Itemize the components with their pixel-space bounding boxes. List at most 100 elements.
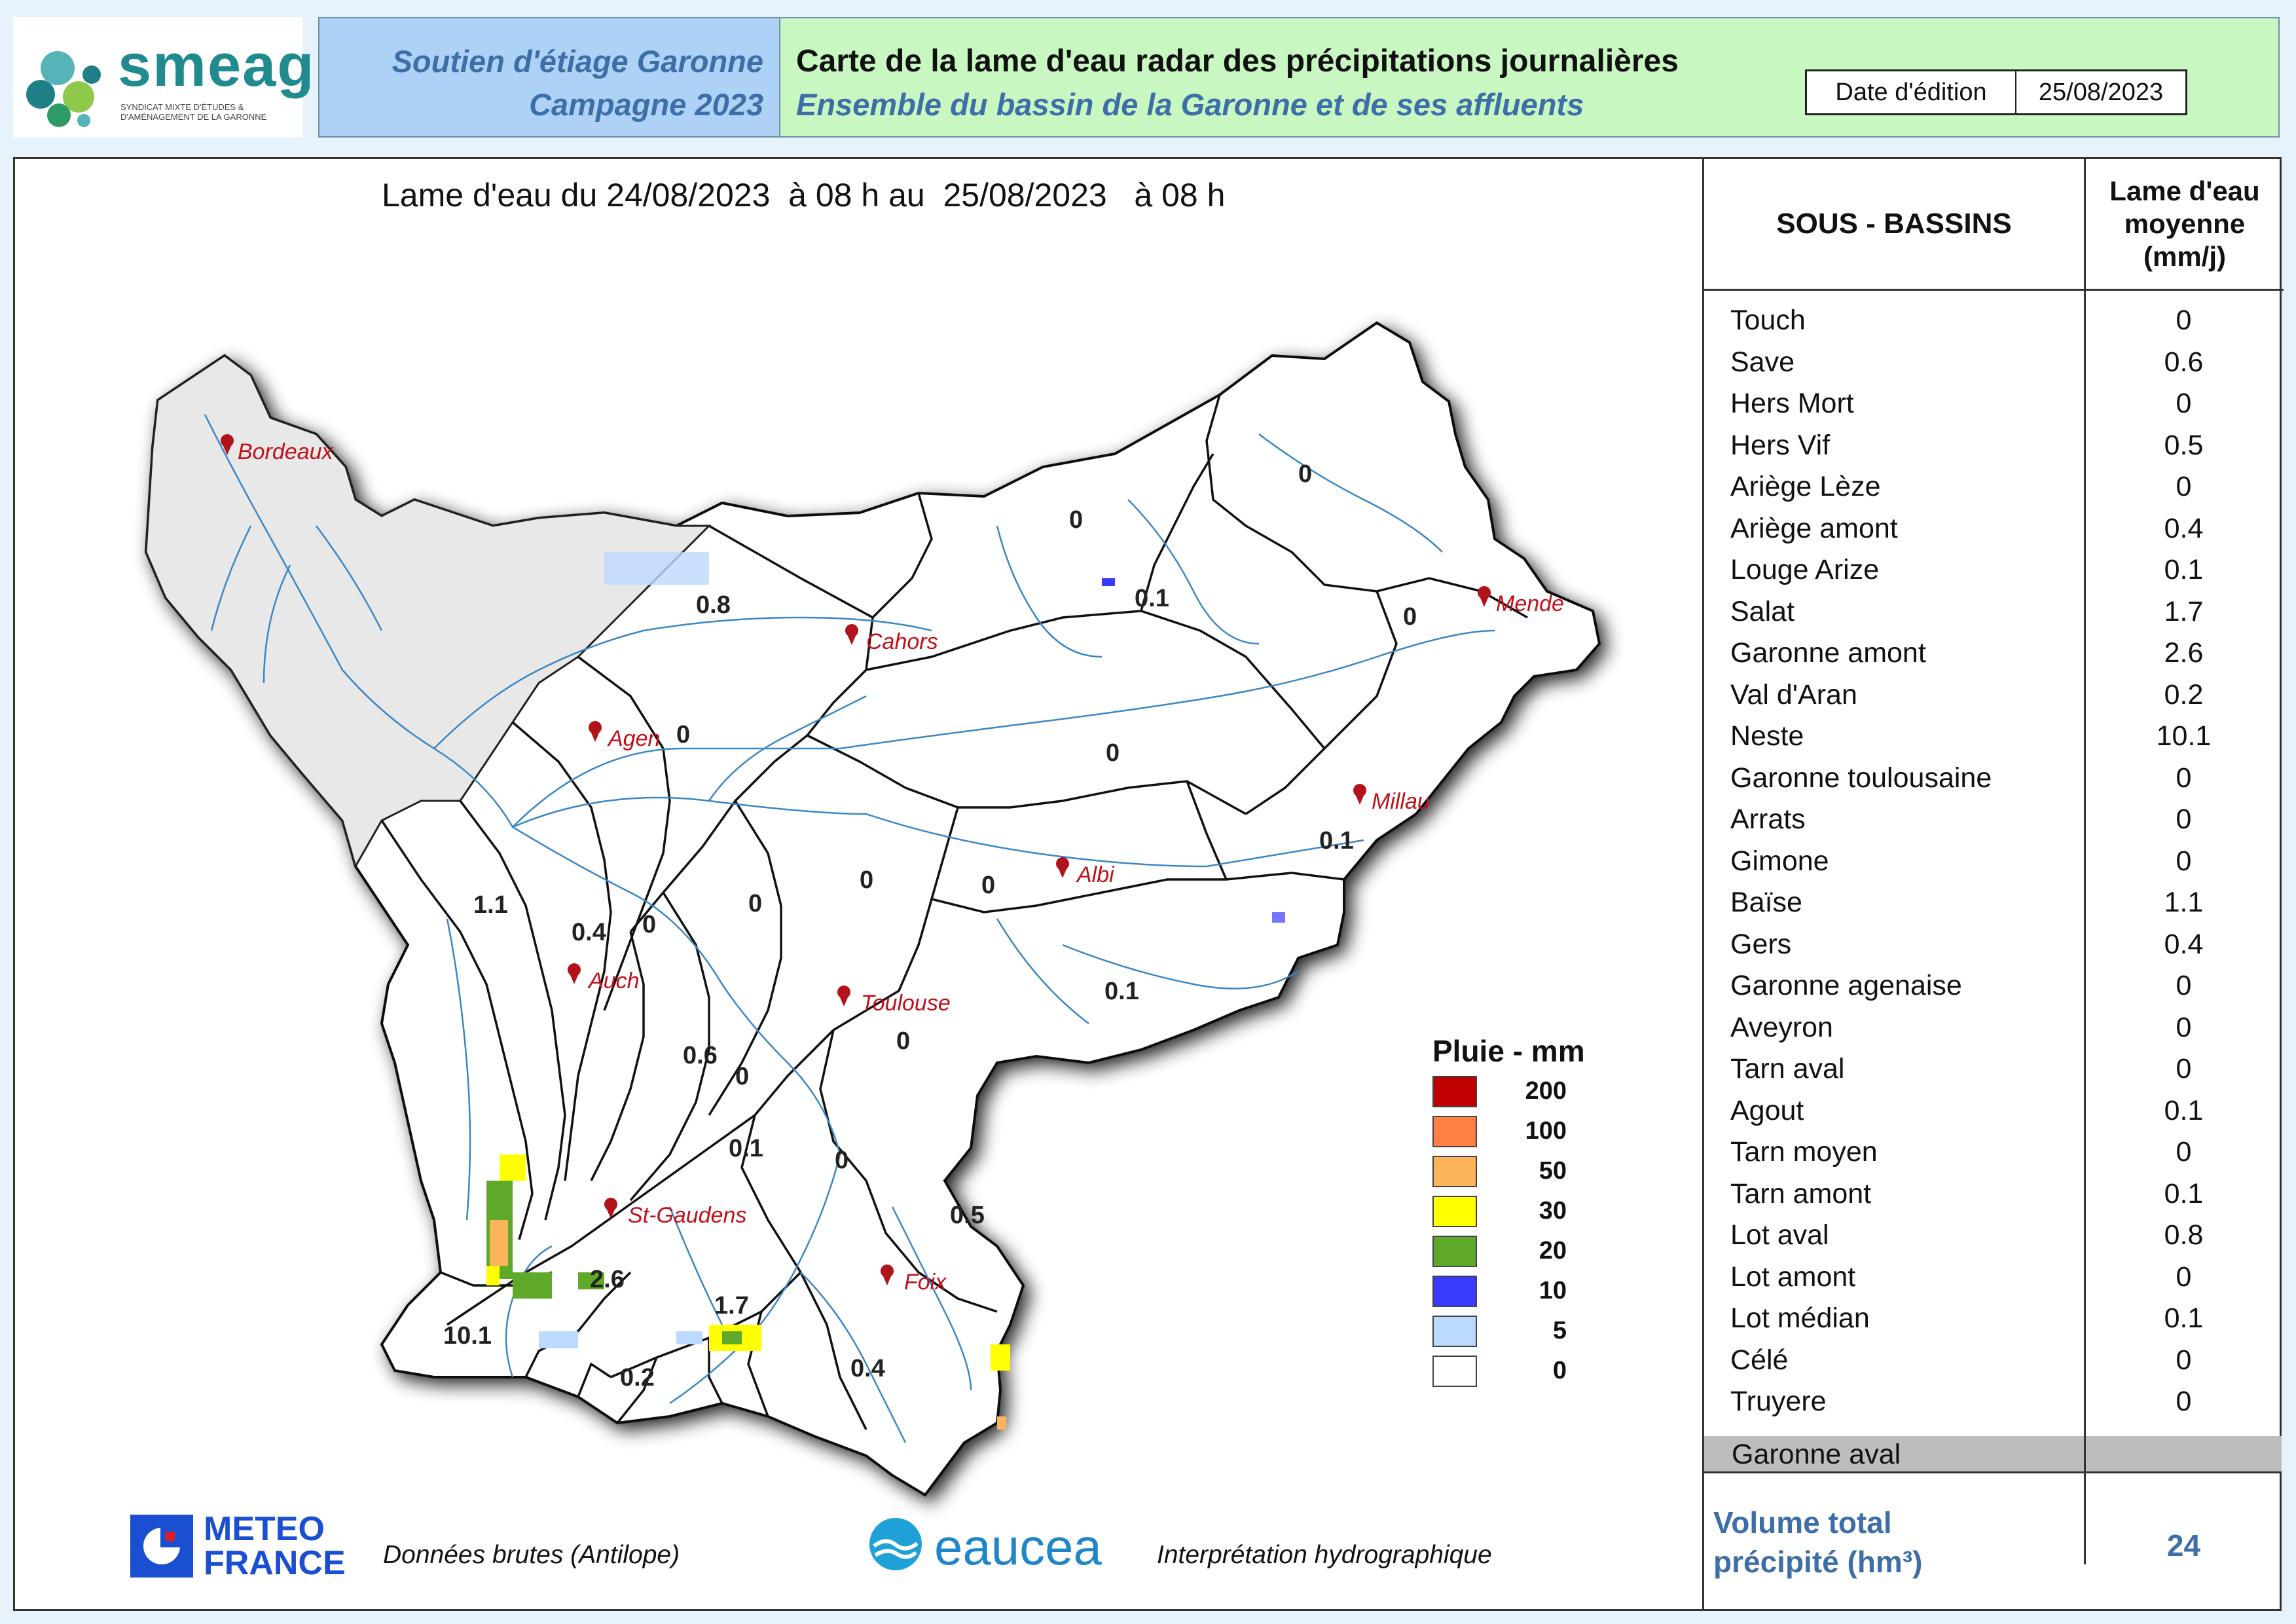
table-header-value-line: Lame d'eau	[2109, 175, 2260, 206]
table-row-name: Tarn aval	[1730, 1053, 1845, 1084]
table-row-name: Gers	[1730, 928, 1792, 960]
basin-value-touch: 0	[735, 1063, 750, 1090]
table-row-value: 0.8	[2164, 1219, 2204, 1251]
table-row-value: 0.5	[2164, 429, 2204, 461]
table-row-value: 0	[2176, 1011, 2192, 1043]
table-row-name: Agout	[1730, 1094, 1804, 1126]
table-row-name: Célé	[1730, 1344, 1789, 1376]
table-row-name: Val d'Aran	[1730, 678, 1857, 710]
city-label-foix: Foix	[904, 1270, 947, 1295]
basin-value-cele: 0	[1403, 603, 1417, 631]
map-pin-icon	[604, 1198, 617, 1219]
basin-value-tarn-moyen: 0	[981, 872, 996, 899]
table-row-name: Aveyron	[1730, 1011, 1833, 1043]
legend-label: 200	[1525, 1077, 1567, 1105]
table-row-value: 0.4	[2164, 928, 2204, 960]
basin-value-garonne-toulousaine: 0	[896, 1027, 911, 1055]
table-row-name: Arrats	[1730, 803, 1806, 835]
basin-value-agout: 0.1	[1104, 978, 1139, 1005]
basin-value-baise: 1.1	[473, 891, 508, 919]
basin-value-gers: 0.4	[572, 919, 606, 946]
garonne-aval-area	[145, 354, 712, 869]
table-row-name: Hers Vif	[1730, 429, 1831, 461]
table-row-name: Garonne toulousaine	[1730, 762, 1992, 794]
city-label-st-gaudens: St-Gaudens	[628, 1203, 747, 1228]
basin-value-truyere: 0	[1298, 460, 1313, 488]
table-row-name: Louge Arize	[1730, 554, 1880, 585]
legend-swatch	[1432, 1236, 1477, 1267]
table-row-value: 1.1	[2164, 887, 2204, 918]
map-pin-icon	[1055, 857, 1069, 878]
map-pin-icon	[837, 986, 850, 1006]
legend-swatch	[1432, 1356, 1477, 1387]
table-row-value: 0	[2176, 1136, 2192, 1168]
legend-label: 20	[1539, 1237, 1567, 1264]
smeag-logo-mark	[26, 51, 101, 127]
table-header-value-line: moyenne	[2124, 208, 2246, 239]
table-row-value: 0	[2176, 845, 2192, 877]
total-volume-label-line: Volume total	[1713, 1505, 1892, 1540]
table-row-name: Ariège amont	[1730, 512, 1898, 544]
total-volume-label-line: précipité (hm³)	[1713, 1545, 1923, 1579]
total-volume-label: Volume total précipité (hm³)	[1713, 1503, 1922, 1581]
basin-value-hers-vif: 0.5	[950, 1202, 985, 1229]
legend-title: Pluie - mm	[1432, 1034, 1585, 1068]
basin-value-lot-aval: 0.8	[696, 591, 731, 619]
table-row-value: 0	[2176, 304, 2192, 336]
basin-value-val-daran: 0.2	[620, 1364, 655, 1392]
table-row-value: 1.7	[2164, 595, 2204, 627]
legend-swatch	[1432, 1316, 1477, 1347]
table-row-name: Tarn moyen	[1730, 1136, 1878, 1168]
edition-date-box: Date d'édition 25/08/2023	[1805, 69, 2187, 115]
table-row-value: 0.1	[2164, 1177, 2204, 1209]
legend-label: 10	[1539, 1277, 1567, 1304]
basin-map	[144, 321, 1601, 1497]
smeag-logo-subtitle: SYNDICAT MIXTE D'ÉTUDES & D'AMÉNAGEMENT …	[120, 102, 267, 122]
table-row-value: 10.1	[2156, 720, 2212, 752]
city-label-millau: Millau	[1372, 789, 1430, 814]
eaucea-wordmark: eaucea	[934, 1518, 1102, 1576]
table-row-value: 0.2	[2164, 678, 2204, 710]
city-label-albi: Albi	[1077, 862, 1114, 887]
city-label-mende: Mende	[1496, 591, 1564, 616]
city-label-agen: Agen	[608, 726, 661, 751]
table-header-basins: SOUS - BASSINS	[1704, 159, 2084, 291]
smeag-logo: smeag SYNDICAT MIXTE D'ÉTUDES & D'AMÉNAG…	[13, 17, 314, 138]
meteo-france-wordmark: METEO FRANCE	[204, 1512, 346, 1580]
table-row-value: 2.6	[2164, 637, 2204, 669]
table-row-name: Truyere	[1730, 1386, 1827, 1417]
edition-date-value: 25/08/2023	[2038, 78, 2164, 106]
city-label-toulouse: Toulouse	[861, 991, 951, 1016]
basin-value-garonne-amont: 2.6	[590, 1266, 625, 1293]
legend-swatch	[1432, 1116, 1477, 1147]
table-row-value: 0	[2176, 388, 2192, 419]
legend-label: 100	[1525, 1117, 1567, 1145]
page-title: Carte de la lame d'eau radar des précipi…	[796, 44, 1679, 79]
table-row-name: Lot amont	[1730, 1261, 1856, 1293]
map-pin-icon	[1478, 586, 1491, 607]
table-row-value: 0	[2176, 762, 2192, 794]
table-row-name: Hers Mort	[1730, 388, 1854, 419]
basin-value-aveyron: 0	[1106, 739, 1120, 767]
table-row-value: 0	[2176, 970, 2192, 1001]
basin-value-gimone: 0	[748, 890, 763, 917]
table-row-value: 0.1	[2164, 1302, 2204, 1334]
basin-value-ariege-amont: 0.4	[850, 1355, 885, 1382]
basin-value-garonne-agenaise: 0	[676, 721, 691, 748]
edition-date-label: Date d'édition	[1807, 71, 2016, 113]
table-row-value: 0	[2176, 1386, 2192, 1417]
main-panel: Lame d'eau du 24/08/2023 à 08 h au 25/08…	[13, 157, 2284, 1611]
table-row-name: Baïse	[1730, 887, 1802, 918]
basin-value-arrats: 0	[642, 911, 657, 938]
table-row-name: Lot aval	[1730, 1219, 1829, 1251]
title-panel: Carte de la lame d'eau radar des précipi…	[780, 17, 2280, 138]
basin-value-save: 0.6	[683, 1042, 718, 1069]
basin-value-neste: 10.1	[443, 1322, 492, 1350]
table-row-value: 0.1	[2164, 1094, 2204, 1126]
map-title: Lame d'eau du 24/08/2023 à 08 h au 25/08…	[382, 177, 1226, 213]
basin-value-tarn-aval: 0	[860, 866, 874, 894]
table-row-name: Save	[1730, 346, 1795, 378]
city-label-cahors: Cahors	[866, 629, 938, 654]
table-row-value: 0	[2176, 1053, 2192, 1084]
table-row-name: Touch	[1730, 304, 1806, 336]
